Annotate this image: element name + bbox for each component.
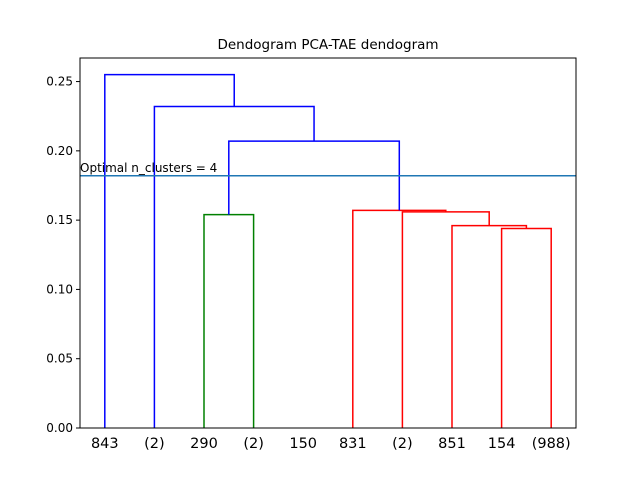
dendrogram-link-red [451, 224, 528, 428]
dendrogram-link-green [203, 213, 255, 428]
dendrogram-link-red [352, 209, 447, 428]
dendrogram-link-red [401, 211, 490, 428]
y-tick-label: 0.25 [46, 75, 73, 89]
threshold-label: Optimal n_clusters = 4 [80, 161, 217, 175]
x-tick-label: (2) [144, 436, 165, 452]
dendrogram-link-red [500, 227, 552, 428]
dendrogram-link-blue [153, 105, 315, 428]
y-tick-label: 0.00 [46, 421, 73, 435]
y-tick-label: 0.10 [46, 282, 73, 296]
x-tick-label: (2) [392, 436, 413, 452]
x-axis: 843 (2) 290 (2) 150 831 (2) 851 154 (988) [91, 436, 571, 452]
chart-title: Dendogram PCA-TAE dendogram [217, 37, 438, 53]
plot-frame [79, 57, 577, 429]
dendrogram-link-blue [104, 73, 235, 428]
y-axis: 0.00 0.05 0.10 0.15 0.20 0.25 [46, 75, 80, 435]
x-tick-label: 831 [339, 436, 367, 452]
y-tick-label: 0.15 [46, 213, 73, 227]
x-tick-label: 150 [289, 436, 317, 452]
x-tick-label: (2) [243, 436, 264, 452]
x-tick-label: 290 [190, 436, 218, 452]
x-tick-label: 851 [438, 436, 466, 452]
dendrogram-link-blue [228, 140, 401, 215]
x-tick-label: 154 [488, 436, 516, 452]
y-tick-label: 0.20 [46, 144, 73, 158]
y-tick-label: 0.05 [46, 352, 73, 366]
x-tick-label: (988) [532, 436, 571, 452]
dendrogram-links [104, 73, 552, 428]
x-tick-label: 843 [91, 436, 119, 452]
